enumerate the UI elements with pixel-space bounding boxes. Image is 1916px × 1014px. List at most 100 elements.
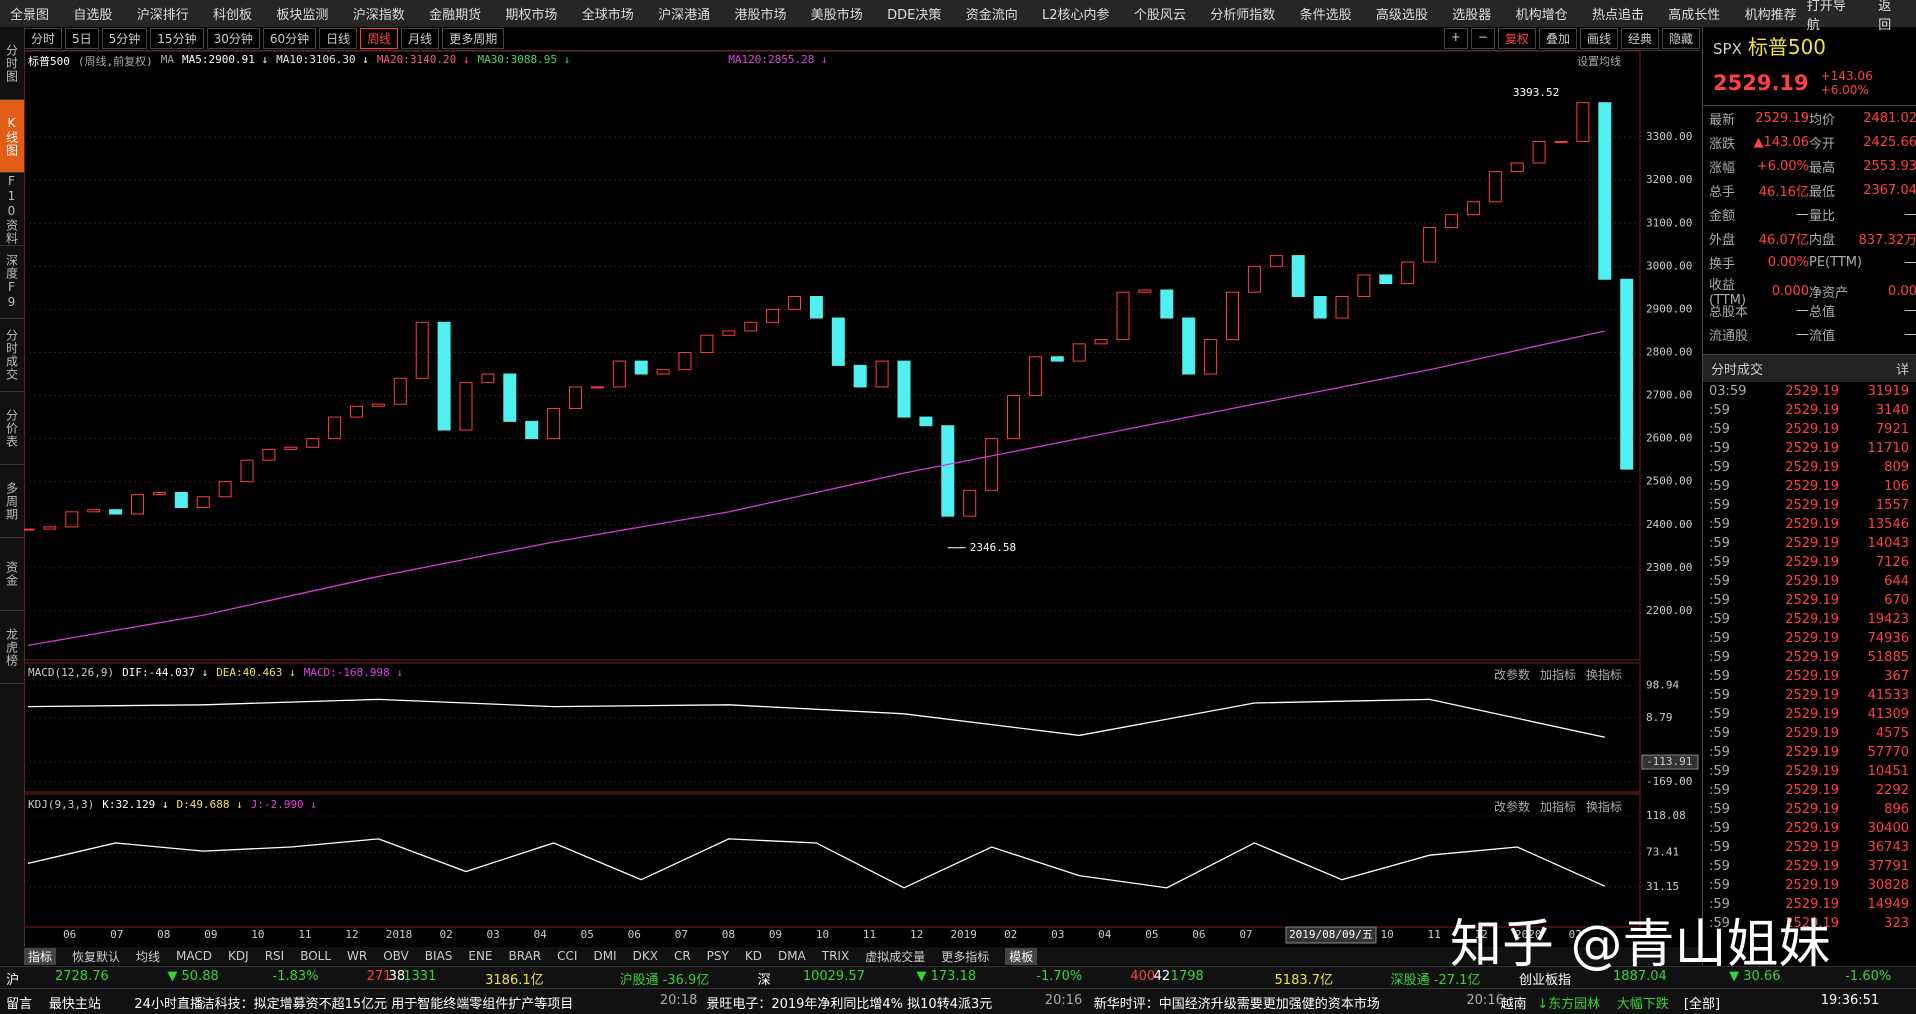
menu-item[interactable]: 热点追击 (1591, 8, 1644, 23)
menu-item[interactable]: 返回 (1878, 0, 1892, 33)
menu-item[interactable]: 金融期货 (429, 8, 482, 23)
indicator-tab[interactable]: KD (744, 949, 762, 963)
trade-time: :59 (1709, 631, 1730, 646)
tool-button[interactable]: 复权 (1497, 28, 1536, 49)
indicator-tab[interactable]: WR (347, 949, 368, 963)
tool-button[interactable]: + (1443, 28, 1468, 49)
indicator-tab[interactable]: ENE (468, 949, 493, 963)
menu-item[interactable]: 高级选股 (1375, 8, 1428, 23)
menu-item[interactable]: 选股器 (1452, 8, 1492, 23)
candle (897, 360, 911, 418)
menu-item[interactable]: 美股市场 (810, 8, 863, 23)
side-tab[interactable]: F10资料 (0, 173, 24, 246)
indicator-tab[interactable]: CR (673, 949, 691, 963)
indicator-tab[interactable]: KDJ (228, 949, 249, 963)
side-tab[interactable]: 资金 (0, 538, 24, 611)
news-item[interactable]: 最快主站 (48, 997, 101, 1012)
menu-item[interactable]: 条件选股 (1299, 8, 1352, 23)
indicator-tab[interactable]: MACD (176, 949, 213, 963)
menu-item[interactable]: 高成长性 (1668, 8, 1721, 23)
quote-name: 标普500 (1747, 35, 1827, 59)
action-button[interactable]: 加指标 (1540, 668, 1577, 682)
period-button[interactable]: 日线 (319, 28, 358, 49)
action-button[interactable]: 改参数 (1494, 668, 1531, 682)
menu-item[interactable]: 沪深排行 (136, 8, 189, 23)
candle (612, 360, 626, 388)
indicator-tab[interactable]: PSY (706, 949, 729, 963)
menu-item[interactable]: 个股风云 (1133, 8, 1186, 23)
indicator-tab[interactable]: OBV (383, 949, 409, 963)
indicator-tab[interactable]: BIAS (424, 949, 453, 963)
news-item[interactable]: 24小时直播 (134, 997, 203, 1012)
dif-line (27, 698, 1605, 738)
menu-item[interactable]: 打开导航 (1806, 0, 1846, 33)
menu-item[interactable]: 机构推荐 (1744, 8, 1797, 23)
period-button[interactable]: 月线 (401, 28, 440, 49)
indicator-tab[interactable]: DMA (777, 949, 806, 963)
menu-item[interactable]: 沪深指数 (352, 8, 405, 23)
action-button[interactable]: 改参数 (1494, 800, 1531, 814)
side-tab[interactable]: K线图 (0, 100, 24, 173)
period-button[interactable]: 30分钟 (206, 28, 260, 49)
menu-item[interactable]: 港股市场 (734, 8, 787, 23)
candle (1160, 289, 1174, 319)
period-button[interactable]: 15分钟 (150, 28, 204, 49)
menu-item[interactable]: 自选股 (73, 8, 113, 23)
action-button[interactable]: 换指标 (1586, 668, 1623, 682)
index-field: 42 (1153, 969, 1171, 984)
action-button[interactable]: 换指标 (1586, 800, 1623, 814)
side-tab[interactable]: 深度F9 (0, 246, 24, 319)
chart-area: 2200.00 2300.00 2400.00 2500.00 2600.00 2700.… (24, 50, 1699, 944)
tool-button[interactable]: − (1470, 28, 1495, 49)
menu-item[interactable]: 板块监测 (276, 8, 329, 23)
news-item: 大幅下跌 (1616, 997, 1669, 1012)
menu-item[interactable]: 机构增仓 (1515, 8, 1568, 23)
indicator-tab[interactable]: 模板 (1005, 947, 1038, 965)
ticks-detail[interactable]: 详 (1895, 363, 1909, 378)
period-button[interactable]: 5日 (65, 28, 99, 49)
menu-item[interactable]: L2核心内参 (1042, 8, 1110, 23)
indicator-tab[interactable]: DKX (632, 949, 658, 963)
tool-button[interactable]: 隐藏 (1661, 28, 1700, 49)
news-item[interactable]: 留言 (6, 997, 33, 1012)
period-button[interactable]: 60分钟 (262, 28, 317, 49)
side-tab[interactable]: 龙虎榜 (0, 611, 24, 684)
period-button[interactable]: 分时 (24, 28, 63, 49)
period-button[interactable]: 5分钟 (101, 28, 148, 49)
menu-item[interactable]: 全景图 (10, 8, 50, 23)
menu-item[interactable]: 分析师指数 (1210, 8, 1276, 23)
menu-item[interactable]: 全球市场 (581, 8, 634, 23)
side-tab[interactable]: 分时成交 (0, 319, 24, 392)
menu-item[interactable]: 沪深港通 (658, 8, 711, 23)
indicator-tab[interactable]: CCI (557, 949, 578, 963)
indicator-tab[interactable]: 指标 (24, 947, 57, 965)
side-tab[interactable]: 分价表 (0, 392, 24, 465)
settings-button[interactable]: 设置均线 (1577, 55, 1621, 68)
side-tab[interactable]: 分时图 (0, 27, 24, 100)
indicator-tab[interactable]: DMI (593, 949, 617, 963)
tool-button[interactable]: 叠加 (1538, 28, 1577, 49)
menu-item[interactable]: 科创板 (213, 8, 253, 23)
indicator-tab[interactable]: 虚拟成交量 (865, 949, 926, 964)
period-button[interactable]: 周线 (360, 28, 399, 49)
indicator-tab[interactable]: 更多指标 (941, 949, 990, 964)
menu-item[interactable]: 资金流向 (965, 8, 1018, 23)
indicator-tab[interactable]: TRIX (821, 949, 850, 963)
tool-button[interactable]: 画线 (1579, 28, 1618, 49)
period-button[interactable]: 更多周期 (442, 28, 505, 49)
tool-button[interactable]: 经典 (1620, 28, 1659, 49)
side-tab[interactable]: 多周期 (0, 465, 24, 538)
menu-item[interactable]: 期权市场 (505, 8, 558, 23)
candle (1357, 274, 1371, 297)
x-tick-label: 12 (1475, 928, 1488, 941)
action-button[interactable]: 加指标 (1540, 800, 1577, 814)
indicator-tab[interactable]: BOLL (300, 949, 332, 963)
quote-row: 涨幅 +6.00% 最高 2553.93 (1703, 154, 1916, 178)
news-item[interactable]: [全部] (1683, 997, 1721, 1012)
indicator-tab[interactable]: 均线 (136, 949, 161, 964)
menu-item[interactable]: DDE决策 (887, 8, 942, 23)
x-tick-label: 06 (63, 928, 76, 941)
indicator-tab[interactable]: 恢复默认 (72, 949, 121, 964)
indicator-tab[interactable]: RSI (264, 949, 285, 963)
indicator-tab[interactable]: BRAR (508, 949, 542, 963)
